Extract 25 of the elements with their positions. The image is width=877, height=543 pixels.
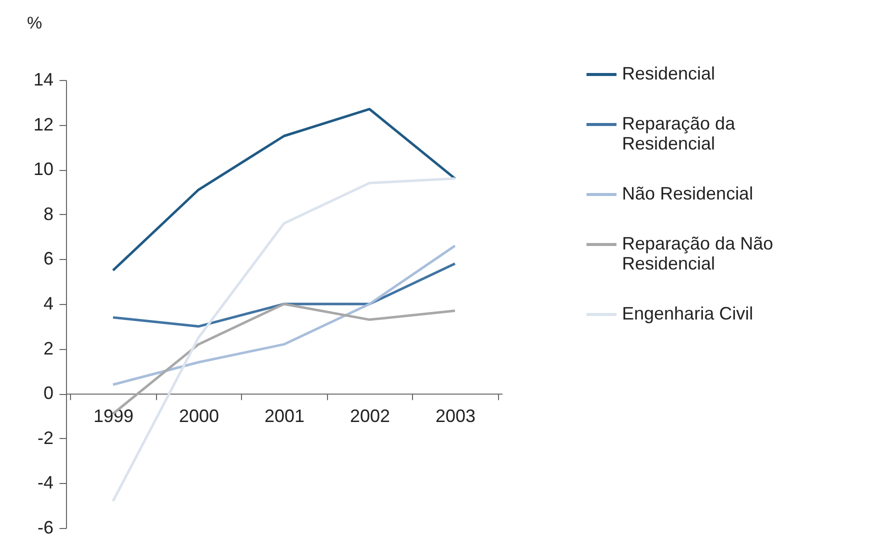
y-tick-label: 14 (33, 70, 54, 90)
y-tick-label: 8 (43, 204, 54, 224)
line-series (112, 262, 456, 328)
y-tick-label: 0 (43, 383, 54, 404)
y-tick-label: 6 (43, 248, 54, 269)
legend-label: Não Residencial (622, 184, 754, 204)
legend-label: Residencial (622, 64, 716, 84)
x-tick-label: 2002 (350, 406, 390, 426)
y-tick-label: -6 (37, 518, 54, 538)
y-tick-label: 2 (43, 338, 54, 358)
x-tick-label: 1999 (93, 406, 134, 426)
line-series (112, 108, 456, 272)
y-tick-label: 10 (33, 159, 54, 180)
y-tick-label: 4 (43, 294, 54, 314)
y-tick-label: 12 (33, 114, 54, 134)
x-tick-label: 2000 (178, 406, 220, 426)
y-axis-title: % (26, 14, 42, 32)
x-tick-label: 2001 (264, 406, 305, 426)
x-tick-label: 2003 (435, 406, 476, 426)
legend-label: Reparação da Residencial (622, 114, 736, 154)
y-tick-label: -2 (37, 428, 54, 448)
line-series (112, 244, 456, 386)
y-tick-label: -4 (37, 472, 54, 493)
legend-label: Reparação da Não Residencial (622, 234, 774, 274)
legend-label: Engenharia Civil (622, 304, 754, 324)
